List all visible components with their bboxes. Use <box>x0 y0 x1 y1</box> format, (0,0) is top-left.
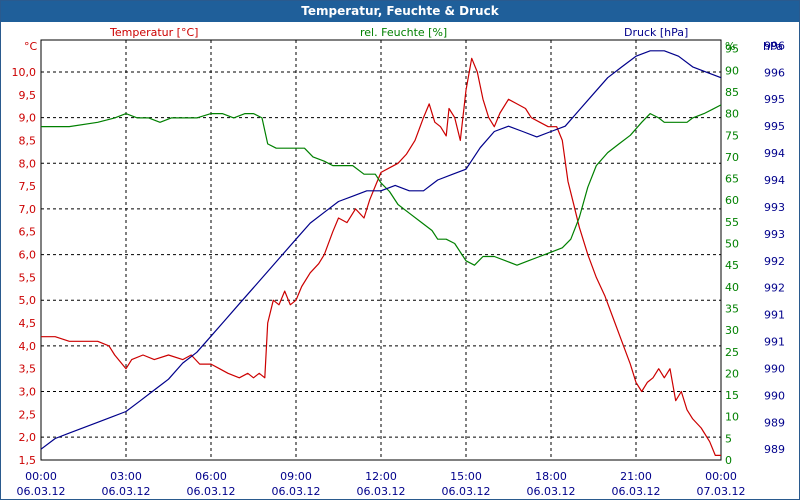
humidity-tick: 20 <box>725 367 739 380</box>
temperature-tick: 1,5 <box>19 454 37 467</box>
pressure-tick: 992 <box>764 282 785 295</box>
pressure-tick: 995 <box>764 120 785 133</box>
temperature-tick: 8,5 <box>19 134 37 147</box>
x-tick-time: 12:00 <box>365 470 397 483</box>
pressure-tick: 989 <box>764 443 785 456</box>
temperature-tick: 4,0 <box>19 340 37 353</box>
temperature-tick: 3,0 <box>19 386 37 399</box>
pressure-tick: 995 <box>764 93 785 106</box>
temperature-tick: 6,5 <box>19 226 37 239</box>
x-tick-time: 15:00 <box>450 470 482 483</box>
humidity-tick: 70 <box>725 151 739 164</box>
x-tick-date: 06.03.12 <box>17 485 66 498</box>
x-tick-date: 06.03.12 <box>357 485 406 498</box>
humidity-tick: 90 <box>725 64 739 77</box>
humidity-unit: % <box>725 40 735 53</box>
pressure-tick: 990 <box>764 362 785 375</box>
temperature-tick: 3,5 <box>19 363 37 376</box>
temperature-tick: 4,5 <box>19 317 37 330</box>
temperature-tick: 5,0 <box>19 294 37 307</box>
temperature-tick: 5,5 <box>19 271 37 284</box>
pressure-tick: 996 <box>764 66 785 79</box>
pressure-line <box>40 50 722 450</box>
x-tick-time: 03:00 <box>110 470 142 483</box>
x-tick-date: 07.03.12 <box>697 485 746 498</box>
temperature-unit: °C <box>24 40 38 53</box>
pressure-tick: 990 <box>764 389 785 402</box>
window-title: Temperatur, Feuchte & Druck <box>1 1 799 22</box>
x-tick-time: 09:00 <box>280 470 312 483</box>
temperature-tick: 7,5 <box>19 180 37 193</box>
x-tick-time: 00:00 <box>25 470 57 483</box>
humidity-tick: 0 <box>725 454 732 467</box>
x-tick-date: 06.03.12 <box>102 485 151 498</box>
humidity-tick: 50 <box>725 238 739 251</box>
temperature-axis-label: Temperatur [°C] <box>109 26 198 39</box>
humidity-tick: 75 <box>725 129 739 142</box>
pressure-tick: 992 <box>764 255 785 268</box>
temperature-tick: 9,5 <box>19 89 37 102</box>
humidity-tick: 35 <box>725 302 739 315</box>
temperature-tick: 2,5 <box>19 408 37 421</box>
humidity-tick: 55 <box>725 216 739 229</box>
pressure-tick: 994 <box>764 147 785 160</box>
humidity-tick: 30 <box>725 324 739 337</box>
humidity-tick: 95 <box>725 43 739 56</box>
pressure-tick: 993 <box>764 201 785 214</box>
pressure-tick: 993 <box>764 228 785 241</box>
pressure-unit: hPa <box>763 40 783 53</box>
labels-group: Temperatur [°C] rel. Feuchte [%] Druck [… <box>24 26 783 53</box>
humidity-tick: 45 <box>725 259 739 272</box>
pressure-tick: 991 <box>764 309 785 322</box>
pressure-tick: 996 <box>764 39 785 52</box>
pressure-tick: 994 <box>764 174 785 187</box>
x-tick-time: 18:00 <box>535 470 567 483</box>
ticks-group: 00:00 06.03.12 03:00 06.03.12 06:00 06.03.12 0… <box>12 39 786 498</box>
temperature-line <box>41 57 721 456</box>
temperature-tick: 8,0 <box>19 157 37 170</box>
humidity-tick: 85 <box>725 86 739 99</box>
temperature-tick: 9,0 <box>19 112 37 125</box>
series-group <box>40 50 722 456</box>
humidity-axis-label: rel. Feuchte [%] <box>360 26 447 39</box>
x-tick-date: 06.03.12 <box>272 485 321 498</box>
temperature-tick: 6,0 <box>19 249 37 262</box>
humidity-tick: 60 <box>725 194 739 207</box>
humidity-tick: 40 <box>725 281 739 294</box>
humidity-tick: 15 <box>725 389 739 402</box>
humidity-tick: 10 <box>725 411 739 424</box>
x-tick-date: 06.03.12 <box>442 485 491 498</box>
temperature-tick: 7,0 <box>19 203 37 216</box>
humidity-tick: 25 <box>725 346 739 359</box>
humidity-tick: 65 <box>725 173 739 186</box>
grid <box>40 39 722 461</box>
x-tick-time: 06:00 <box>195 470 227 483</box>
temperature-tick: 10,0 <box>12 66 37 79</box>
humidity-line <box>41 104 722 266</box>
x-tick-time: 21:00 <box>620 470 652 483</box>
pressure-tick: 991 <box>764 336 785 349</box>
x-tick-time: 00:00 <box>705 470 737 483</box>
humidity-tick: 5 <box>725 432 732 445</box>
x-tick-date: 06.03.12 <box>187 485 236 498</box>
x-tick-date: 06.03.12 <box>612 485 661 498</box>
temperature-tick: 2,0 <box>19 431 37 444</box>
pressure-tick: 989 <box>764 416 785 429</box>
humidity-tick: 80 <box>725 108 739 121</box>
x-tick-date: 06.03.12 <box>527 485 576 498</box>
pressure-axis-label: Druck [hPa] <box>624 26 688 39</box>
